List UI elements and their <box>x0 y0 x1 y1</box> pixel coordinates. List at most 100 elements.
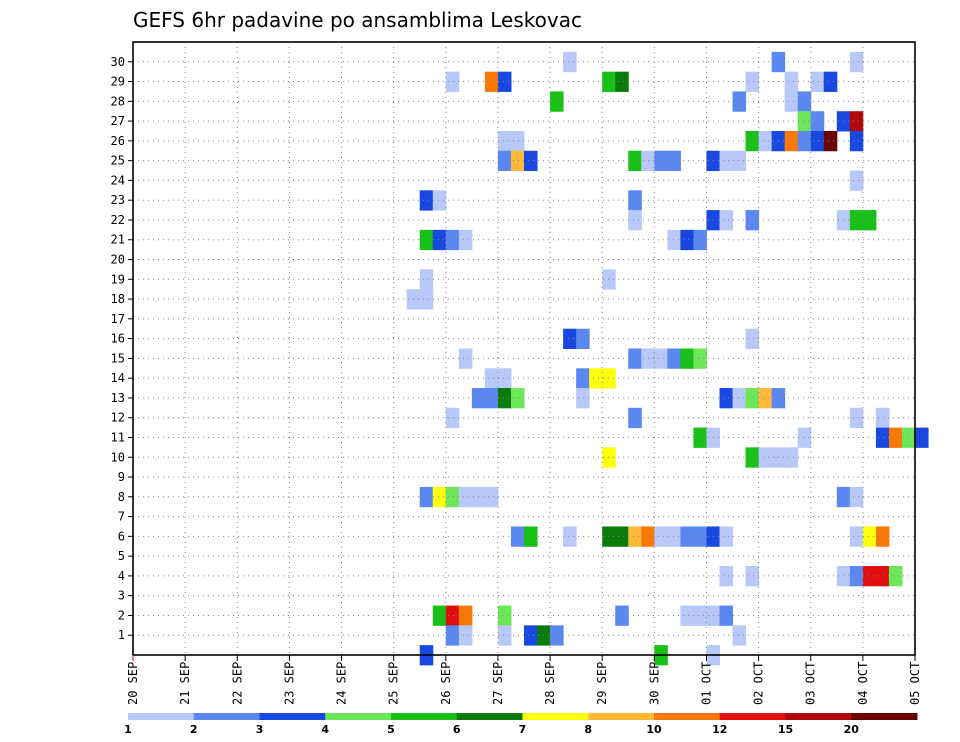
heatmap-cell <box>432 229 447 251</box>
x-tick-label: 23 SEP <box>282 662 296 705</box>
heatmap-cell <box>576 328 590 349</box>
legend-swatch <box>851 713 918 720</box>
heatmap-cell <box>680 526 694 547</box>
legend-label: 20 <box>844 723 860 736</box>
legend-label: 2 <box>190 723 198 736</box>
heatmap-cell <box>432 190 447 211</box>
heatmap-cell <box>615 71 629 92</box>
heatmap-cell <box>849 130 864 152</box>
heatmap-cell <box>888 566 903 587</box>
heatmap-cell <box>497 71 512 92</box>
heatmap-cell <box>432 605 447 626</box>
x-tick-label: 02 OCT <box>752 662 766 705</box>
heatmap-cell <box>862 566 877 587</box>
heatmap-cell <box>445 407 460 429</box>
y-tick-label: 13 <box>111 391 125 405</box>
heatmap-cell <box>419 229 434 251</box>
heatmap-cell <box>497 605 512 626</box>
heatmap-cell <box>862 526 877 547</box>
heatmap-cell <box>654 348 668 369</box>
heatmap-cell <box>458 486 473 508</box>
y-tick-label: 17 <box>111 312 125 326</box>
heatmap-cell <box>667 150 681 172</box>
y-tick-label: 25 <box>111 154 125 168</box>
legend-swatch <box>654 713 721 720</box>
y-tick-label: 27 <box>111 114 125 128</box>
heatmap-cell <box>667 348 681 369</box>
heatmap-cell <box>797 130 812 152</box>
y-tick-label: 23 <box>111 193 125 207</box>
heatmap-cell <box>550 625 564 646</box>
x-tick-label: 26 SEP <box>439 662 453 705</box>
heatmap-cell <box>615 605 629 626</box>
heatmap-cell <box>810 71 825 92</box>
y-tick-label: 4 <box>118 569 125 583</box>
heatmap-cell <box>445 625 460 646</box>
heatmap-cell <box>784 91 799 112</box>
heatmap-cell <box>810 130 825 152</box>
heatmap-cell <box>458 348 473 369</box>
heatmap-cell <box>823 130 838 152</box>
x-tick-label: 05 OCT <box>908 662 922 705</box>
x-tick-label: 01 OCT <box>699 662 713 705</box>
heatmap-cell <box>497 625 512 646</box>
y-tick-label: 8 <box>118 490 125 504</box>
heatmap-cell <box>849 111 864 132</box>
heatmap-cell <box>862 210 877 231</box>
heatmap-cell <box>680 348 694 369</box>
heatmap-cell <box>419 289 434 310</box>
heatmap-cell <box>745 71 760 92</box>
heatmap-cell <box>745 388 760 409</box>
y-tick-label: 22 <box>111 213 125 227</box>
heatmap-cell <box>484 368 499 389</box>
x-tick-label: 24 SEP <box>335 662 349 705</box>
heatmap-cell <box>849 210 864 231</box>
heatmap-cell <box>419 190 434 211</box>
x-tick-label: 25 SEP <box>387 662 401 705</box>
heatmap-cell <box>849 566 864 587</box>
legend-label: 12 <box>712 723 727 736</box>
y-tick-label: 30 <box>111 55 125 69</box>
x-axis-ticks: 20 SEP 21 SEP 22 SEP 23 SEP 24 SEP 25 SEP 26 S… <box>126 655 922 705</box>
heatmap-cell <box>484 388 499 409</box>
x-tick-label: 28 SEP <box>543 662 557 705</box>
heatmap-cell <box>719 388 734 409</box>
y-tick-label: 7 <box>118 510 125 524</box>
heatmap-cell <box>745 130 760 152</box>
heatmap-cell <box>458 605 473 626</box>
heatmap-cell <box>458 229 473 251</box>
heatmap-cell <box>810 111 825 132</box>
heatmap-cell <box>875 427 890 448</box>
y-tick-label: 18 <box>111 292 125 306</box>
heatmap-cell <box>445 229 460 251</box>
heatmap-cell <box>419 269 434 290</box>
legend-label: 7 <box>519 723 527 736</box>
heatmap-cell <box>719 526 734 547</box>
heatmap-cell <box>615 526 629 547</box>
heatmap-cell <box>732 625 747 646</box>
heatmap-cell <box>497 368 512 389</box>
heatmap-cell <box>784 71 799 92</box>
heatmap-cell <box>458 625 473 646</box>
x-tick-label: 22 SEP <box>230 662 244 705</box>
heatmap-cell <box>524 526 538 547</box>
heatmap-cell <box>563 526 577 547</box>
heatmap-cell <box>445 605 460 626</box>
heatmap-cell <box>576 388 590 409</box>
heatmap-cell <box>719 150 734 172</box>
heatmap-cell <box>628 190 642 211</box>
legend-swatch <box>325 713 392 720</box>
heatmap-cell <box>888 427 903 448</box>
heatmap-cells <box>406 51 929 666</box>
y-tick-label: 24 <box>111 173 125 187</box>
heatmap-cell <box>732 150 747 172</box>
y-tick-label: 1 <box>118 628 125 642</box>
heatmap-cell <box>628 210 642 231</box>
heatmap-cell <box>823 71 838 92</box>
x-tick-label: 27 SEP <box>491 662 505 705</box>
heatmap-cell <box>524 625 538 646</box>
heatmap-cell <box>680 605 694 626</box>
heatmap-cell <box>849 170 864 191</box>
heatmap-cell <box>719 566 734 587</box>
